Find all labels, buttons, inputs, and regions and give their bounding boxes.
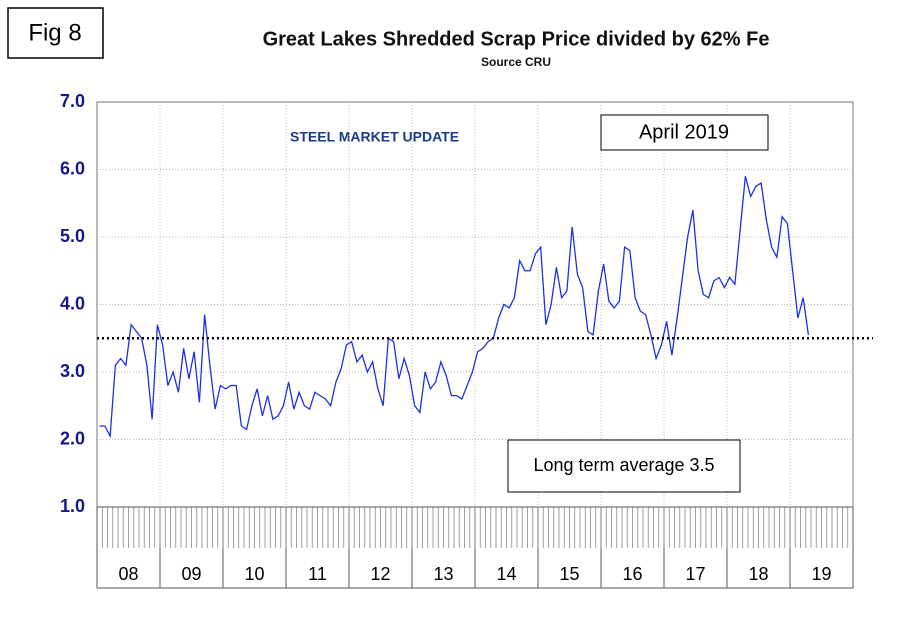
x-tick-label: 16 [622,564,642,584]
y-tick-label: 2.0 [60,428,85,448]
x-tick-label: 10 [244,564,264,584]
figure-box [7,7,104,59]
y-tick-label: 1.0 [60,496,85,516]
x-tick-label: 11 [308,564,327,584]
x-tick-label: 09 [181,564,201,584]
average-box [507,439,741,493]
annotation-box [600,114,769,151]
chart-subtitle: Source CRU [481,55,551,69]
x-tick-label: 17 [685,564,705,584]
y-tick-label: 5.0 [60,226,85,246]
average-label: Long term average 3.5 [533,455,714,475]
x-tick-label: 12 [370,564,390,584]
x-tick-label: 15 [559,564,579,584]
figure-label: Fig 8 [28,19,81,46]
x-tick-label: 18 [748,564,768,584]
y-tick-label: 7.0 [60,91,85,111]
y-tick-label: 6.0 [60,158,85,178]
chart-title: Great Lakes Shredded Scrap Price divided… [263,28,770,50]
y-tick-label: 3.0 [60,361,85,381]
logo: STEEL MARKET UPDATE [290,129,459,145]
x-tick-label: 08 [118,564,138,584]
y-tick-label: 4.0 [60,293,85,313]
x-tick-label: 13 [433,564,453,584]
annotation: April 2019 [639,121,729,143]
x-tick-label: 19 [811,564,831,584]
x-tick-label: 14 [496,564,516,584]
axis-frame [96,506,854,589]
data-line [99,176,810,439]
